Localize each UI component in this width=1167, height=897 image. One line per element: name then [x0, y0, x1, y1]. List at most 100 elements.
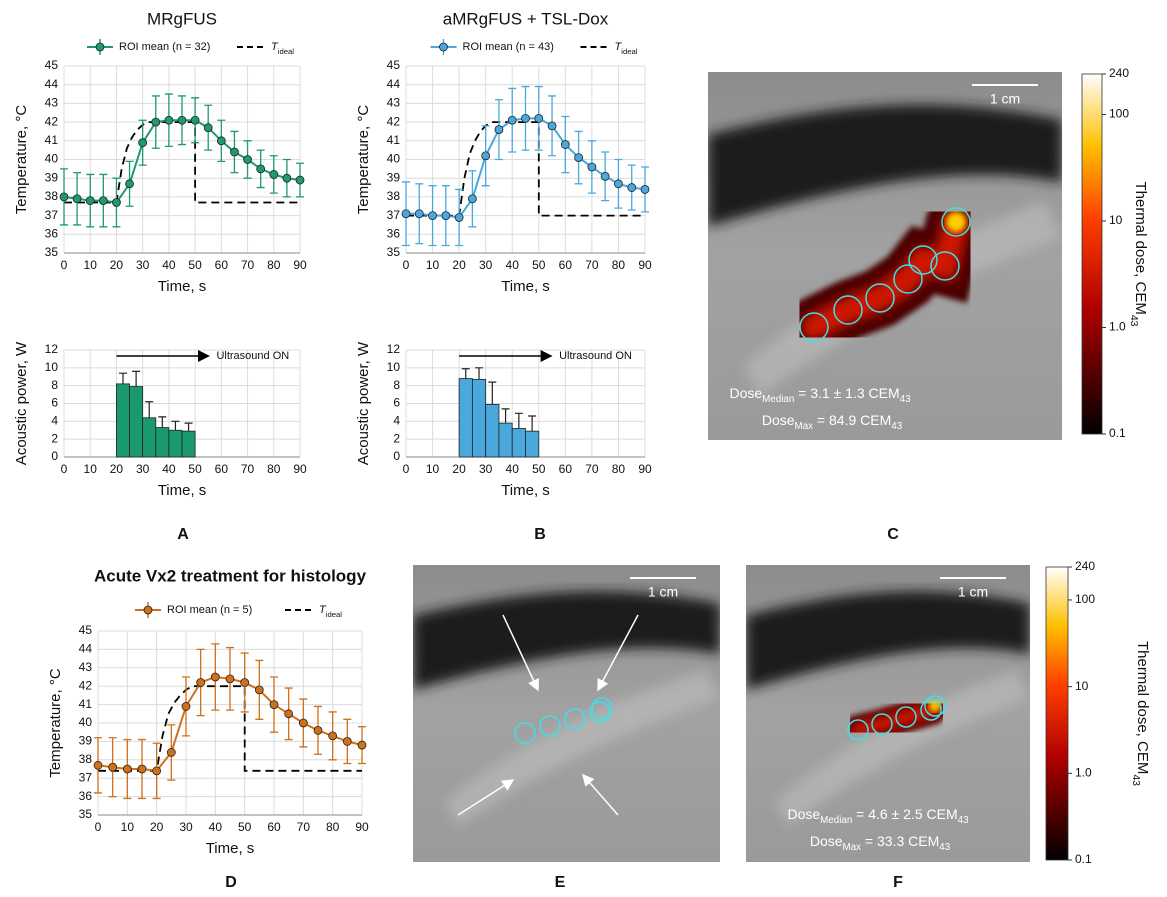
y-axis-label: Temperature, °C — [47, 668, 64, 778]
data-point — [226, 675, 234, 683]
y-tick-label: 8 — [51, 378, 58, 392]
y-tick-label: 41 — [387, 133, 401, 147]
x-tick-label: 0 — [95, 820, 102, 834]
colorbar-label-part: 43 — [1128, 315, 1140, 327]
x-tick-label: 60 — [215, 258, 229, 272]
x-tick-label: 30 — [479, 258, 493, 272]
x-tick-label: 20 — [452, 462, 466, 476]
x-tick-label: 80 — [612, 258, 626, 272]
x-tick-label: 20 — [150, 820, 164, 834]
bar — [156, 428, 169, 457]
data-point — [138, 765, 146, 773]
scale-bar-label: 1 cm — [648, 584, 678, 600]
colorbar-tick-label: 1.0 — [1075, 765, 1092, 779]
colorbar-label-part: 43 — [1130, 774, 1142, 786]
scale-bar-label: 1 cm — [958, 584, 988, 600]
dose-hotspot — [929, 700, 941, 712]
x-tick-label: 80 — [267, 462, 281, 476]
y-tick-label: 45 — [387, 58, 401, 72]
y-tick-label: 45 — [45, 58, 59, 72]
x-tick-label: 40 — [506, 462, 520, 476]
colorbar-tick-label: 0.1 — [1075, 852, 1092, 866]
y-tick-label: 6 — [393, 396, 400, 410]
scale-bar-label: 1 cm — [990, 91, 1020, 107]
y-tick-label: 0 — [51, 449, 58, 463]
data-point — [270, 170, 278, 178]
x-tick-label: 70 — [241, 462, 255, 476]
data-point — [139, 139, 147, 147]
legend-swatch — [144, 606, 152, 614]
data-point — [211, 673, 219, 681]
data-point — [109, 763, 117, 771]
x-tick-label: 80 — [267, 258, 281, 272]
colorbar-label: Thermal dose, CEM43 — [1128, 181, 1149, 326]
y-tick-label: 35 — [387, 245, 401, 259]
data-point — [165, 116, 173, 124]
bar — [512, 428, 525, 457]
x-tick-label: 50 — [188, 258, 202, 272]
dose-text-part: 43 — [958, 815, 969, 826]
data-point — [329, 732, 337, 740]
x-axis-label: Time, s — [206, 840, 255, 857]
legend-label: ROI mean (n = 5) — [167, 604, 252, 616]
error-bar — [145, 402, 153, 418]
annotation: Ultrasound ON — [216, 350, 289, 362]
x-tick-label: 70 — [297, 820, 311, 834]
error-bar — [119, 373, 127, 384]
x-tick-label: 50 — [238, 820, 252, 834]
data-point — [535, 114, 543, 122]
data-point — [314, 726, 322, 734]
x-tick-label: 30 — [136, 258, 150, 272]
y-tick-label: 44 — [79, 642, 93, 656]
x-axis-label: Time, s — [158, 278, 207, 295]
colorbar-tick-label: 1.0 — [1109, 320, 1126, 334]
y-tick-label: 42 — [45, 114, 59, 128]
y-tick-label: 43 — [79, 660, 93, 674]
dose-text-part: = 4.6 ± 2.5 CEM — [852, 806, 957, 822]
y-axis-label: Acoustic power, W — [355, 341, 372, 465]
data-point — [429, 212, 437, 220]
data-point — [60, 193, 68, 201]
data-point — [522, 114, 530, 122]
legend-swatch — [96, 43, 104, 51]
x-tick-label: 90 — [293, 462, 307, 476]
y-tick-label: 42 — [387, 114, 401, 128]
x-tick-label: 30 — [479, 462, 493, 476]
colorbar-tick-label: 100 — [1109, 107, 1129, 121]
y-tick-label: 12 — [387, 342, 401, 356]
x-tick-label: 30 — [179, 820, 193, 834]
data-point — [112, 199, 120, 207]
data-point — [296, 176, 304, 184]
data-point — [86, 197, 94, 205]
legend-label: Tideal — [319, 604, 342, 619]
y-tick-label: 44 — [387, 77, 401, 91]
data-point — [270, 701, 278, 709]
y-tick-label: 41 — [45, 133, 59, 147]
x-tick-label: 60 — [559, 462, 573, 476]
data-point — [123, 765, 131, 773]
legend-label: ROI mean (n = 32) — [119, 41, 210, 53]
y-tick-label: 44 — [45, 77, 59, 91]
legend-swatch — [440, 43, 448, 51]
colorbar-label-part: Thermal dose, CEM — [1132, 181, 1149, 314]
dose-text-part: Max — [843, 842, 862, 853]
y-tick-label: 43 — [387, 96, 401, 110]
x-tick-label: 40 — [162, 462, 176, 476]
colorbar-tick-label: 100 — [1075, 592, 1095, 606]
x-tick-label: 10 — [84, 462, 98, 476]
data-point — [94, 761, 102, 769]
error-bar — [171, 421, 179, 430]
y-axis-label: Acoustic power, W — [13, 341, 30, 465]
chart-title: aMRgFUS + TSL-Dox — [443, 9, 609, 28]
x-tick-label: 50 — [532, 258, 546, 272]
x-tick-label: 70 — [585, 258, 599, 272]
dose-text-part: 43 — [900, 394, 911, 405]
colorbar-tick-label: 240 — [1075, 559, 1095, 573]
x-tick-label: 90 — [638, 462, 652, 476]
x-tick-label: 50 — [532, 462, 546, 476]
data-point — [575, 154, 583, 162]
x-tick-label: 40 — [209, 820, 223, 834]
colorbar — [1082, 74, 1102, 434]
data-point — [153, 767, 161, 775]
chart-title: MRgFUS — [147, 9, 217, 28]
